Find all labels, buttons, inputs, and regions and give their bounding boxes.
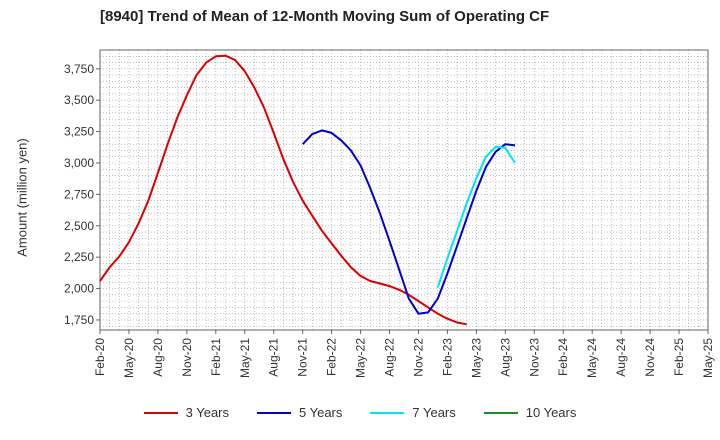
legend-item-3-years[interactable]: 3 Years <box>143 405 229 420</box>
legend-item-10-years[interactable]: 10 Years <box>483 405 577 420</box>
y-tick-label: 3,500 <box>64 93 94 107</box>
x-tick-label: Nov-20 <box>180 338 194 377</box>
legend: 3 Years 5 Years 7 Years 10 Years <box>0 405 720 420</box>
y-tick-label: 2,250 <box>64 250 94 264</box>
x-tick-label: May-20 <box>122 338 136 378</box>
x-tick-label: Aug-22 <box>383 338 397 377</box>
x-tick-label: May-21 <box>238 338 252 378</box>
x-tick-label: Feb-20 <box>93 338 107 376</box>
x-tick-label: Aug-21 <box>267 338 281 377</box>
legend-swatch-10-years <box>483 411 518 414</box>
x-tick-label: Nov-21 <box>296 338 310 377</box>
x-tick-label: Feb-24 <box>556 338 570 376</box>
series-line-7-years <box>436 145 516 288</box>
y-tick-label: 3,000 <box>64 156 94 170</box>
y-tick-label: 2,000 <box>64 282 94 296</box>
legend-item-5-years[interactable]: 5 Years <box>257 405 342 420</box>
series-line-3-years <box>99 54 467 326</box>
legend-swatch-5-years <box>257 411 291 414</box>
x-tick-label: May-25 <box>701 338 715 378</box>
y-tick-label: 3,750 <box>64 62 94 76</box>
y-tick-label: 2,500 <box>64 219 94 233</box>
legend-item-7-years[interactable]: 7 Years <box>370 405 456 420</box>
x-tick-label: Aug-24 <box>614 338 628 377</box>
legend-label: 3 Years <box>185 405 229 420</box>
grid-lines <box>99 49 709 330</box>
y-axis-ticks: 1,750 2,000 2,250 2,500 2,750 3,000 3,250 3,500… <box>64 62 100 327</box>
x-axis-ticks: Feb-20 May-20 Aug-20 Nov-20 Feb-21 May-21 Aug-… <box>93 330 715 378</box>
chart-title: [8940] Trend of Mean of 12-Month Moving … <box>100 8 550 25</box>
x-tick-label: May-22 <box>354 338 368 378</box>
series-line-5-years <box>301 129 516 315</box>
legend-swatch-7-years <box>370 411 405 414</box>
x-tick-label: May-24 <box>585 338 599 378</box>
legend-label: 7 Years <box>412 405 456 420</box>
legend-label: 5 Years <box>299 405 343 420</box>
y-tick-label: 3,250 <box>64 125 94 139</box>
x-tick-label: Aug-20 <box>151 338 165 377</box>
x-tick-label: Feb-25 <box>672 338 686 376</box>
plot-frame <box>99 49 709 331</box>
legend-swatch-3-years <box>143 411 178 414</box>
legend-label: 10 Years <box>525 405 577 420</box>
x-tick-label: Aug-23 <box>498 338 512 377</box>
x-tick-label: Nov-24 <box>643 338 657 377</box>
x-tick-label: Feb-23 <box>440 338 454 376</box>
x-tick-label: Nov-23 <box>527 338 541 377</box>
x-tick-label: Feb-21 <box>209 338 223 376</box>
y-tick-label: 2,750 <box>64 187 94 201</box>
x-tick-label: May-23 <box>469 338 483 378</box>
series-lines <box>99 54 516 326</box>
x-tick-label: Feb-22 <box>325 338 339 376</box>
y-tick-label: 1,750 <box>64 313 94 327</box>
x-tick-label: Nov-22 <box>411 338 425 377</box>
